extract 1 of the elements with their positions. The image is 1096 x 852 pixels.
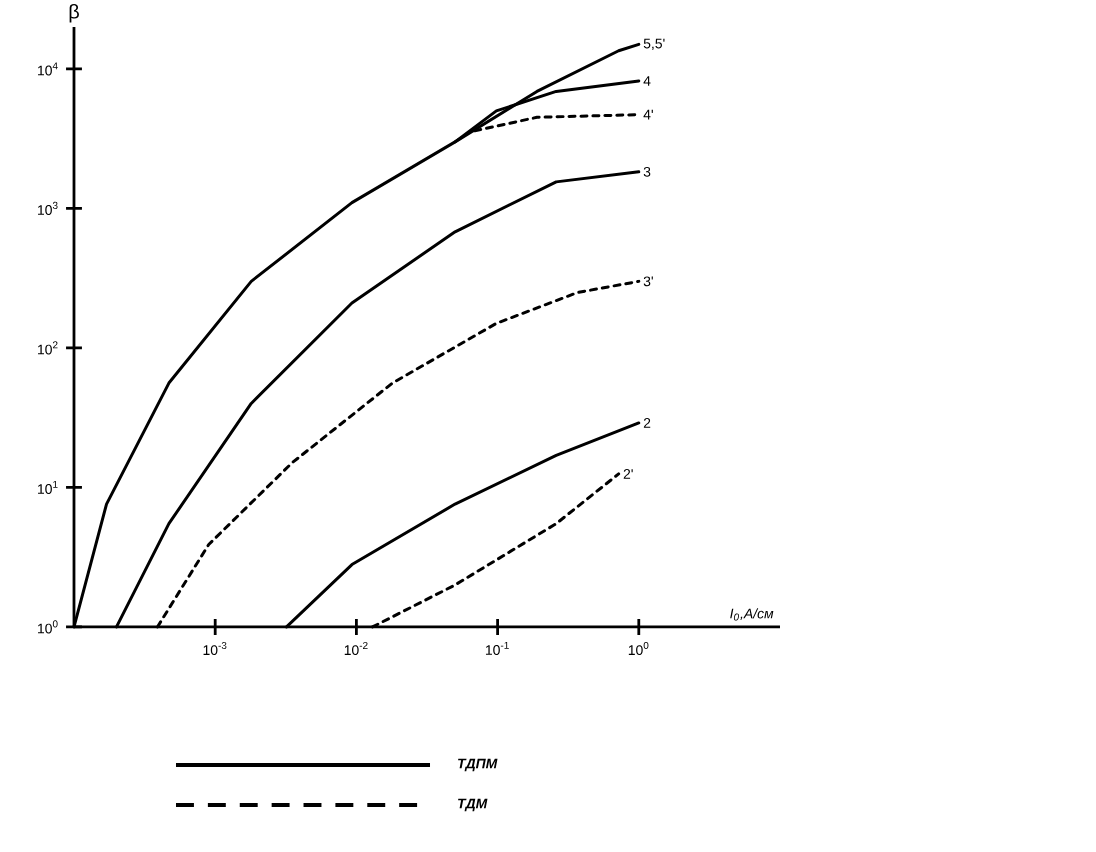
y-axis-title: β xyxy=(69,3,79,23)
